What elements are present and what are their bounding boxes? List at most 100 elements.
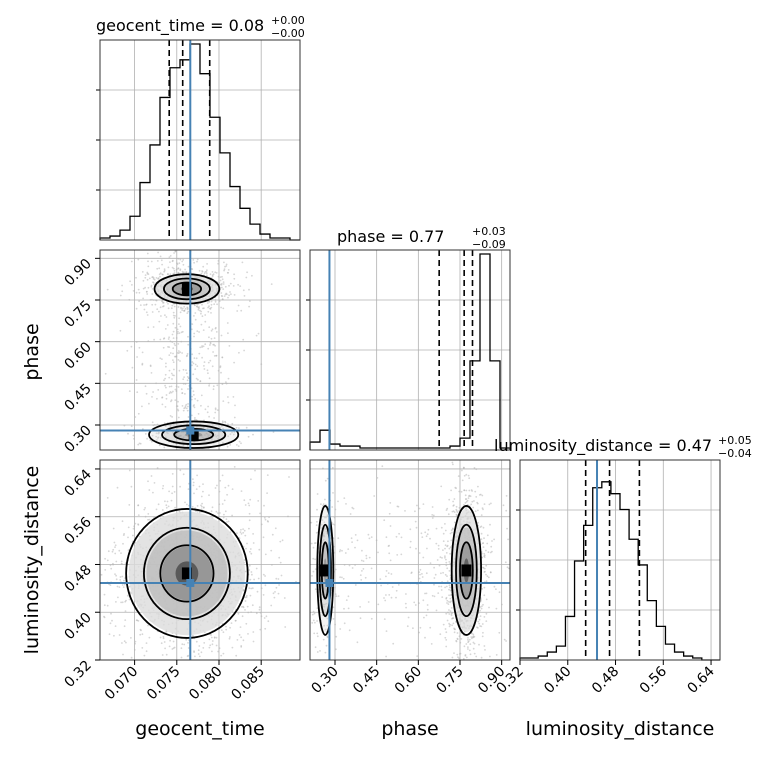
scatter-point	[109, 622, 112, 625]
scatter-point	[170, 307, 173, 310]
scatter-point	[160, 642, 163, 645]
scatter-point	[456, 637, 459, 640]
scatter-point	[153, 424, 156, 426]
scatter-point	[145, 650, 148, 653]
scatter-point	[493, 585, 496, 588]
scatter-point	[444, 636, 447, 639]
scatter-point	[171, 333, 174, 336]
scatter-point	[222, 283, 225, 285]
scatter-point	[448, 584, 451, 587]
scatter-point	[216, 409, 219, 411]
scatter-point	[131, 366, 134, 369]
scatter-point	[221, 298, 224, 301]
scatter-point	[324, 479, 327, 482]
scatter-point	[172, 431, 175, 434]
scatter-point	[129, 280, 132, 283]
scatter-point	[451, 624, 453, 627]
scatter-point	[491, 540, 493, 542]
contour-line	[163, 277, 211, 301]
scatter-point	[249, 300, 251, 302]
scatter-point	[448, 586, 451, 589]
scatter-point	[461, 469, 463, 472]
scatter-point	[193, 332, 196, 335]
scatter-point	[239, 285, 242, 287]
scatter-point	[228, 345, 231, 347]
scatter-point	[202, 490, 204, 493]
scatter-point	[148, 518, 151, 521]
scatter-point	[437, 548, 440, 550]
scatter-point	[138, 300, 141, 303]
scatter-point	[211, 643, 214, 646]
scatter-point	[481, 588, 484, 590]
scatter-point	[179, 360, 181, 362]
scatter-point	[178, 262, 181, 265]
scatter-point	[445, 564, 448, 567]
scatter-point	[240, 528, 242, 531]
scatter-point	[149, 365, 152, 368]
scatter-point	[161, 358, 163, 360]
scatter-point	[172, 347, 175, 350]
scatter-point	[214, 407, 217, 410]
scatter-point	[467, 646, 469, 648]
scatter-point	[505, 640, 507, 642]
scatter-point	[185, 355, 188, 358]
scatter-point	[389, 559, 392, 562]
scatter-point	[194, 363, 197, 366]
scatter-point	[118, 634, 121, 636]
scatter-point	[216, 303, 219, 306]
scatter-point	[115, 560, 118, 563]
scatter-point	[472, 633, 475, 636]
scatter-point	[395, 589, 398, 592]
scatter-point	[128, 469, 131, 472]
scatter-point	[151, 311, 154, 313]
scatter-point	[447, 513, 450, 516]
scatter-point	[431, 514, 434, 516]
scatter-point	[455, 639, 458, 642]
scatter-point	[162, 338, 165, 340]
scatter-point	[478, 643, 480, 646]
scatter-point	[185, 638, 188, 641]
scatter-point	[397, 584, 400, 586]
scatter-point	[475, 496, 478, 498]
scatter-point	[259, 611, 262, 614]
scatter-point	[186, 503, 188, 506]
scatter-point	[215, 354, 218, 357]
scatter-point	[332, 606, 335, 609]
scatter-point	[218, 281, 221, 284]
scatter-point	[323, 603, 326, 606]
scatter-point	[464, 494, 467, 497]
scatter-point	[114, 546, 116, 548]
scatter-point	[396, 554, 399, 556]
scatter-point	[334, 593, 337, 596]
scatter-point	[107, 550, 110, 553]
scatter-point	[158, 432, 161, 434]
scatter-point	[168, 392, 171, 395]
scatter-point	[260, 615, 263, 618]
scatter-point	[200, 651, 203, 654]
scatter-point	[448, 609, 450, 611]
scatter-point	[173, 269, 176, 272]
scatter-point	[156, 260, 159, 262]
scatter-point	[171, 473, 174, 475]
scatter-point	[150, 260, 153, 263]
scatter-point	[481, 635, 484, 638]
scatter-point	[200, 404, 202, 407]
scatter-point	[130, 656, 133, 659]
scatter-point	[262, 573, 265, 576]
scatter-point	[137, 288, 140, 291]
scatter-point	[134, 522, 137, 525]
scatter-point	[158, 267, 161, 270]
scatter-point	[323, 521, 326, 524]
scatter-point	[133, 437, 135, 440]
scatter-point	[170, 372, 173, 375]
scatter-point	[324, 651, 327, 654]
scatter-point	[446, 580, 449, 583]
scatter-point	[441, 557, 443, 559]
scatter-point	[184, 307, 187, 310]
scatter-point	[319, 650, 321, 652]
scatter-point	[135, 291, 138, 294]
scatter-point	[505, 495, 508, 497]
scatter-point	[341, 576, 343, 579]
scatter-point	[460, 490, 463, 493]
scatter-point	[487, 551, 490, 554]
